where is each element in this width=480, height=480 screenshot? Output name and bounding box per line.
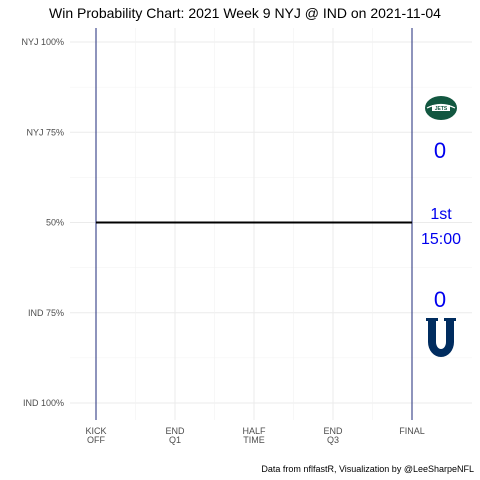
chart-title: Win Probability Chart: 2021 Week 9 NYJ @… <box>49 5 441 21</box>
game-clock: 15:00 <box>421 231 461 248</box>
x-tick-label: Q1 <box>169 435 181 445</box>
x-tick-label: OFF <box>87 435 105 445</box>
x-tick-label: Q3 <box>327 435 339 445</box>
x-tick-label: END <box>165 426 185 436</box>
y-tick-label: IND 75% <box>28 308 64 318</box>
svg-text:JETS: JETS <box>435 106 448 112</box>
y-axis-ticks: NYJ 100% NYJ 75% 50% IND 75% IND 100% <box>21 37 64 408</box>
jets-logo-icon: JETS <box>425 96 457 120</box>
colts-logo-icon <box>426 318 456 357</box>
x-tick-label: KICK <box>85 426 106 436</box>
x-tick-label: HALF <box>242 426 266 436</box>
y-tick-label: IND 100% <box>23 398 64 408</box>
chart-caption: Data from nflfastR, Visualization by @Le… <box>261 464 474 474</box>
home-score: 0 <box>434 287 446 312</box>
y-tick-label: 50% <box>46 218 64 228</box>
x-tick-label: FINAL <box>399 426 425 436</box>
x-tick-label: TIME <box>243 435 265 445</box>
period-lines <box>95 28 413 420</box>
game-quarter: 1st <box>430 206 452 223</box>
x-tick-label: END <box>323 426 343 436</box>
y-tick-label: NYJ 75% <box>26 127 64 137</box>
away-score: 0 <box>434 138 446 163</box>
y-tick-label: NYJ 100% <box>21 37 64 47</box>
